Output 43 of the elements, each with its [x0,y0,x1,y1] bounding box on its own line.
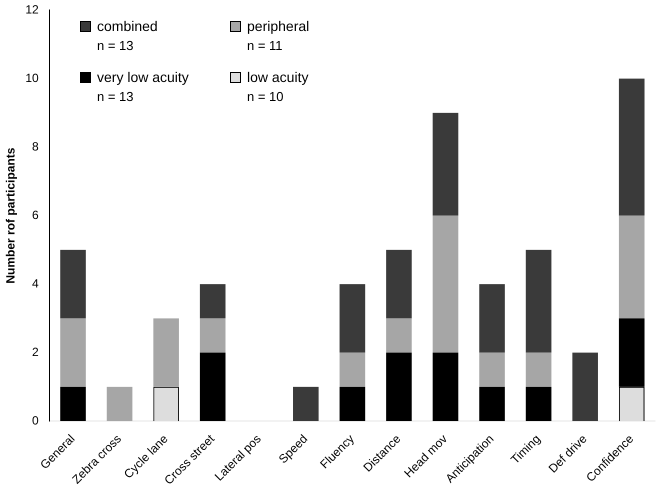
bar [200,318,226,353]
bar [479,284,505,353]
y-tick-label: 4 [32,276,40,290]
bar [200,284,226,318]
bar [526,352,552,387]
y-axis-title: Number rof participants [4,147,18,284]
bar [432,352,458,422]
bar [340,284,366,353]
legend-label: combined [97,18,158,34]
annotation: n = 11 [247,38,284,53]
bar [60,318,86,387]
bar [386,250,412,318]
bar [340,386,366,422]
bar [432,112,458,216]
bar [526,250,552,353]
bar [432,216,458,353]
y-tick-label: 8 [32,139,40,154]
legend-label: peripheral [247,18,310,34]
bar [572,352,598,422]
bar [293,386,319,422]
bar [106,386,132,422]
annotation: n = 13 [97,89,135,104]
annotation: n = 10 [247,89,285,104]
bar [200,352,226,422]
legend-label: very low acuity [97,69,189,85]
legend-label: low acuity [247,69,308,85]
bar [479,386,505,422]
bar [340,352,366,387]
bar [153,318,179,387]
bar [618,78,645,216]
bar [386,352,412,422]
y-tick-label: 6 [32,208,40,222]
bar [479,352,505,387]
bar [60,250,86,318]
y-tick-label: 0 [32,413,40,428]
annotation: n = 13 [97,38,135,53]
y-tick-label: 2 [32,344,40,359]
bar [386,318,412,353]
bar [526,386,552,422]
y-tick-label: 12 [25,2,40,17]
bar [618,216,645,318]
bar [60,386,86,422]
y-tick-label: 10 [25,70,40,85]
